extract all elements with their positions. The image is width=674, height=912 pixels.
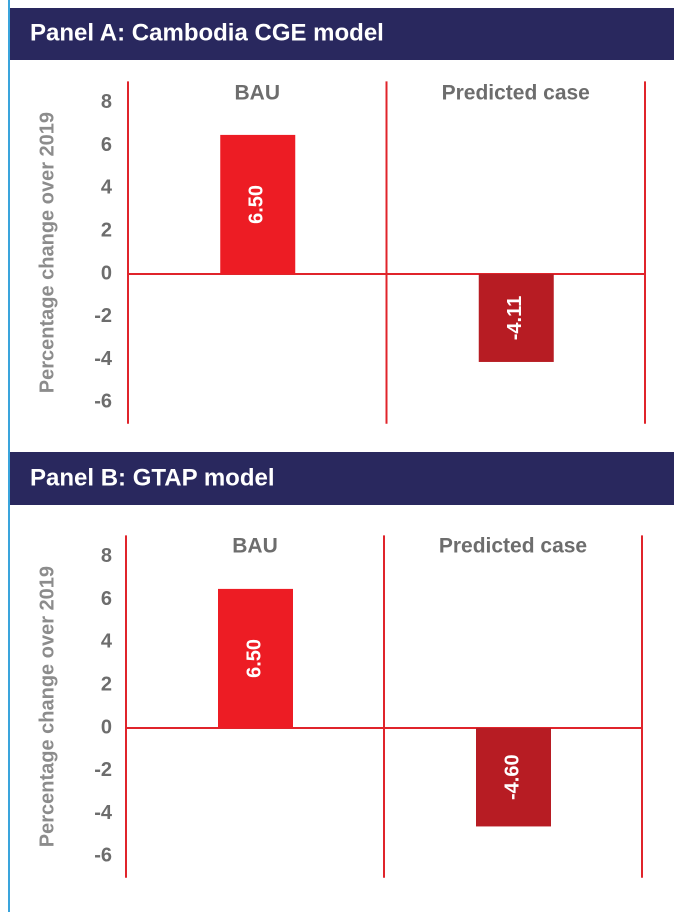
value-label: -4.60 [501,754,523,800]
y-tick-label: 2 [101,219,112,241]
category-label: BAU [232,535,278,558]
bar [218,588,293,728]
y-tick-label: 6 [101,588,112,610]
value-label: 6.50 [246,185,268,224]
y-tick-label: 4 [101,631,113,653]
category-label: Predicted case [439,535,587,558]
y-tick-label: -6 [94,391,112,413]
y-axis-label: Percentage change over 2019 [36,112,58,393]
y-tick-label: 4 [101,177,113,199]
y-tick-label: -4 [94,802,113,824]
bar [476,728,551,827]
y-tick-label: 6 [101,134,112,156]
bar [220,134,296,274]
value-label: -4.11 [504,296,526,340]
y-tick-label: 0 [101,716,112,738]
category-label: BAU [235,82,281,105]
y-tick-label: 8 [101,91,112,113]
bar [478,274,554,362]
panel-title: Panel A: Cambodia CGE model [30,19,384,46]
panel-header [10,8,674,60]
y-axis-label: Percentage change over 2019 [36,566,58,847]
panel-title: Panel B: GTAP model [30,464,275,491]
value-label: 6.50 [243,639,265,678]
panel-header [10,452,674,505]
category-label: Predicted case [442,82,590,105]
y-tick-label: -6 [94,845,112,867]
y-tick-label: 2 [101,673,112,695]
y-tick-label: -2 [94,759,112,781]
y-tick-label: -4 [94,348,113,370]
y-tick-label: -2 [94,305,112,327]
y-tick-label: 0 [101,262,112,284]
y-tick-label: 8 [101,545,112,567]
